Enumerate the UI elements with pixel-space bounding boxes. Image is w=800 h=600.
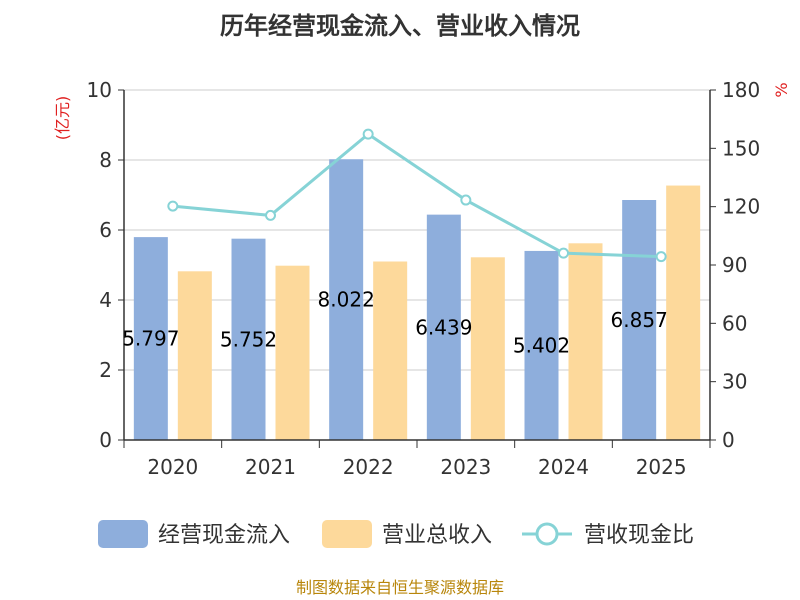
ratio-point [655,251,667,263]
left-axis-unit: (亿元) [53,96,72,141]
data-label-cash-inflow: 6.439 [415,315,472,339]
left-axis-tick-label: 6 [99,218,112,242]
right-axis-tick-label: 30 [722,370,747,394]
x-axis-tick-label: 2021 [245,455,296,479]
bars-group [133,159,701,441]
bar-cash-inflow [426,214,461,440]
ratio-line-group [167,128,667,263]
legend-marker-ratio [535,522,559,546]
right-axis-tick-label: 0 [722,428,735,452]
legend-swatch-revenue [322,520,372,548]
left-axis-tick-label: 10 [87,78,112,102]
bar-revenue [568,243,603,440]
bar-cash-inflow [524,250,559,440]
data-label-cash-inflow: 6.857 [611,308,668,332]
right-axis-tick-label: 150 [722,136,760,160]
grid-lines [124,89,710,371]
source-note: 制图数据来自恒生聚源数据库 [296,578,504,597]
ratio-point [460,194,472,206]
ratio-point [558,247,569,259]
bar-revenue [373,261,408,440]
legend: 经营现金流入 营业总收入 营收现金比 [98,520,694,548]
left-axis-tick-label: 2 [99,358,112,382]
x-axis-tick-label: 2022 [343,455,394,479]
data-label-cash-inflow: 5.752 [220,327,277,351]
right-axis-tick-label: 60 [722,311,747,335]
legend-swatch-cash-inflow [98,520,148,548]
ratio-point [167,200,179,212]
bar-revenue [666,185,701,440]
right-axis-tick-label: 120 [722,195,760,219]
x-axis-tick-label: 2023 [440,455,491,479]
ratio-line [172,132,662,259]
bar-cash-inflow [231,238,266,440]
chart-title: 历年经营现金流入、营业收入情况 [220,12,580,40]
data-label-cash-inflow: 5.402 [513,333,570,357]
x-axis-tick-label: 2025 [636,455,687,479]
x-axis-tick-label: 2020 [147,455,198,479]
left-axis-tick-label: 8 [99,148,112,172]
x-axis-tick-label: 2024 [538,455,589,479]
data-label-cash-inflow: 5.797 [122,327,179,351]
right-axis-tick-label: 90 [722,253,747,277]
left-axis-tick-label: 0 [99,428,112,452]
left-axis-tick-label: 4 [99,288,112,312]
legend-label-ratio: 营收现金比 [584,523,694,548]
legend-label-cash-inflow: 经营现金流入 [158,523,290,548]
data-label-cash-inflow: 8.022 [318,288,375,312]
bar-revenue [177,271,212,440]
ratio-point [265,209,276,221]
bar-revenue [275,265,310,440]
right-axis-tick-label: 180 [722,78,760,102]
ratio-point [362,128,374,140]
legend-label-revenue: 营业总收入 [382,523,492,548]
bar-cash-inflow [329,159,364,441]
axes-group: 0 2 4 6 8 10 0 30 60 90 120 150 180 2020 2021 2022 2023 2… [87,78,761,479]
bar-cash-inflow [622,200,657,440]
bar-cash-inflow [133,237,168,440]
bar-revenue [470,257,505,440]
right-axis-unit: % [772,82,791,97]
data-labels-group: 5.797 5.752 8.022 6.439 5.402 6.857 [122,288,668,358]
